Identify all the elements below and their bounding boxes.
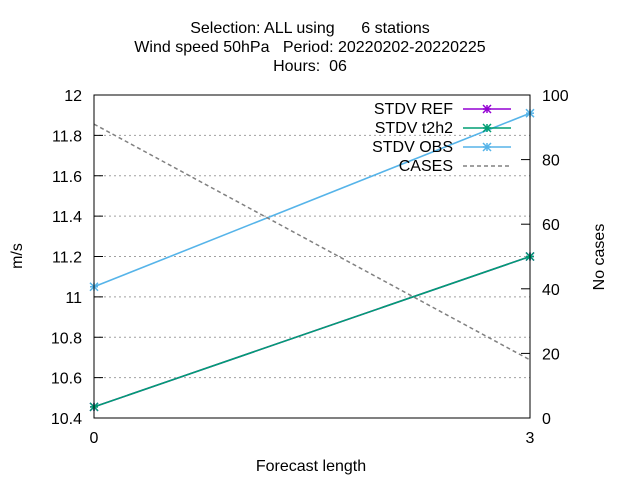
x-tick-label: 3 xyxy=(526,430,535,447)
y-tick-label: 11.8 xyxy=(52,128,82,145)
x-axis-label: Forecast length xyxy=(256,458,366,475)
series-line xyxy=(93,255,531,408)
legend-label: CASES xyxy=(399,158,453,175)
legend-entry-stdv-ref: STDV REF xyxy=(374,101,511,118)
legend-marker xyxy=(482,123,492,133)
y-tick-label: 10.6 xyxy=(51,371,82,388)
legend-marker xyxy=(482,142,492,152)
y-axis: 10.4 10.6 10.8 11 11.2 11.4 11.6 11.8 12 xyxy=(51,88,103,428)
title-line-1: Selection: ALL using 6 stations xyxy=(190,20,430,37)
title-line-2: Wind speed 50hPa Period: 20220202-202202… xyxy=(134,39,485,56)
legend-label: STDV REF xyxy=(374,101,453,118)
series-line xyxy=(93,112,531,288)
y-tick-label: 11 xyxy=(65,290,82,307)
legend-label: STDV OBS xyxy=(372,139,453,156)
y2-axis-label: No cases xyxy=(591,224,608,291)
legend-marker xyxy=(482,104,492,114)
y2-tick-label: 20 xyxy=(542,346,560,363)
y-tick-label: 11.6 xyxy=(52,169,82,186)
chart-title: Selection: ALL using 6 stations Wind spe… xyxy=(134,20,485,75)
series-lines xyxy=(89,108,535,412)
legend: STDV REF STDV t2h2 STDV OBS CASES xyxy=(372,101,511,175)
series-stdv-obs xyxy=(89,108,535,292)
legend-entry-stdv-obs: STDV OBS xyxy=(372,139,511,156)
y-tick-label: 11.2 xyxy=(52,250,82,267)
y2-tick-label: 80 xyxy=(542,153,560,170)
y2-tick-label: 100 xyxy=(542,88,569,105)
y2-tick-label: 40 xyxy=(542,282,560,299)
y-axis-label: m/s xyxy=(9,243,26,269)
series-line xyxy=(93,123,531,361)
legend-label: STDV t2h2 xyxy=(375,120,453,137)
legend-entry-stdv-t2h2: STDV t2h2 xyxy=(375,120,511,137)
title-line-3: Hours: 06 xyxy=(273,58,347,75)
y-tick-label: 12 xyxy=(64,88,82,105)
x-tick-label: 0 xyxy=(90,430,99,447)
series-stdv-t2h2 xyxy=(89,251,535,412)
grid-lines xyxy=(94,134,530,379)
legend-entry-cases: CASES xyxy=(399,158,511,175)
y-tick-label: 10.8 xyxy=(51,330,82,347)
y2-tick-label: 60 xyxy=(542,217,560,234)
y-tick-label: 10.4 xyxy=(51,411,82,428)
y2-axis: 0 20 40 60 80 100 xyxy=(521,88,569,428)
series-cases xyxy=(93,123,531,361)
y2-tick-label: 0 xyxy=(542,411,551,428)
y-tick-label: 11.4 xyxy=(52,209,82,226)
